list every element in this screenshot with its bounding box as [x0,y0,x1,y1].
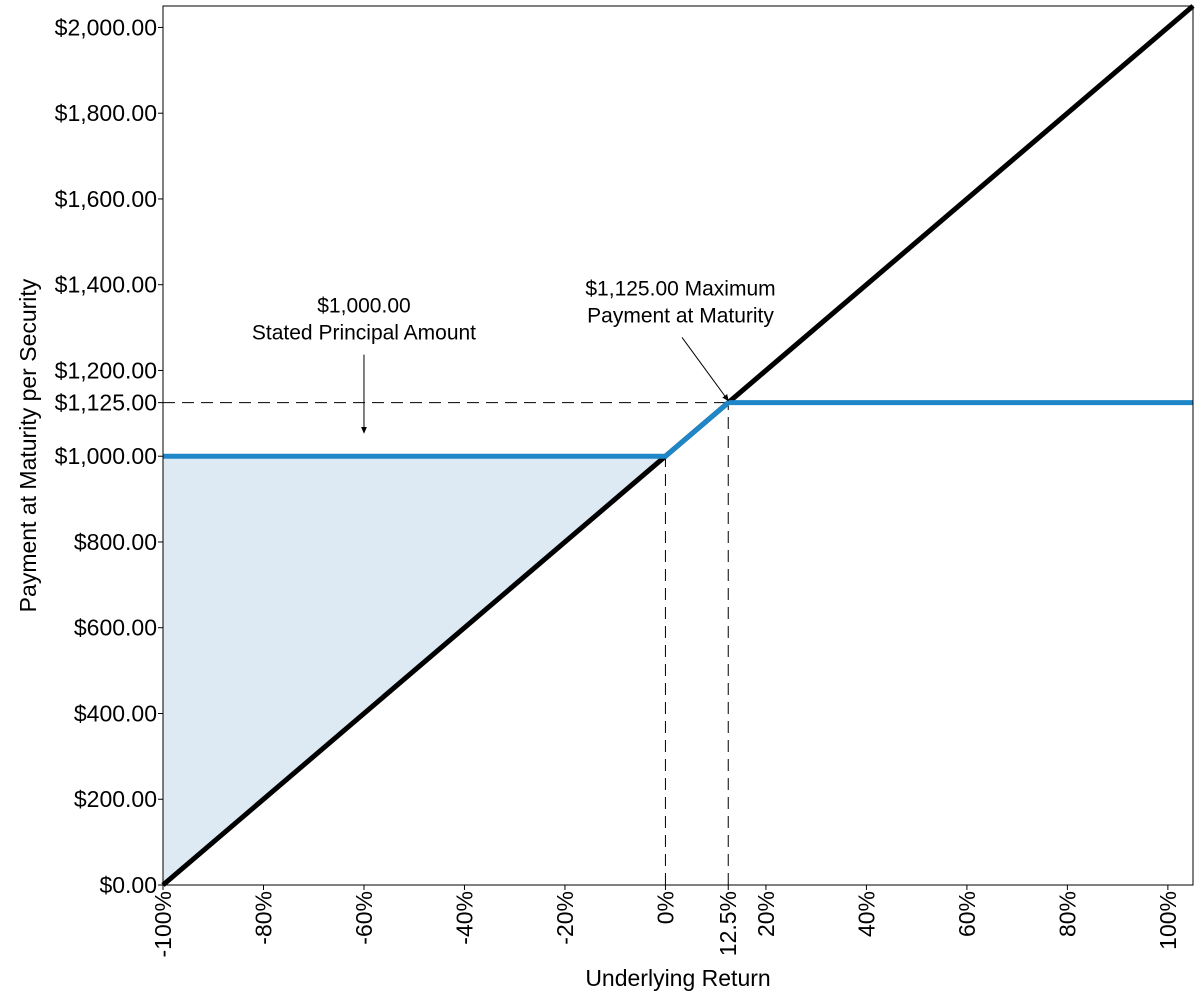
annotations-layer: $1,000.00 Stated Principal Amount $1,125.0… [252,277,776,434]
y-tick-label: $600.00 [74,615,157,641]
x-axis: -100% -80% -60% -40% -20% 0% 12.5% 20% 40% 60% 80%… [150,885,1181,957]
x-tick-label: -40% [451,891,477,945]
annotation-text-1: $1,000.00 Stated Principal Amount [252,295,476,345]
x-tick-label: -20% [552,891,578,945]
x-tick-label: -100% [150,891,176,957]
x-tick-label: 20% [753,891,779,937]
x-tick-label: -80% [250,891,276,945]
y-tick-label: $200.00 [74,786,157,812]
y-tick-label: $1,800.00 [55,100,157,126]
y-axis-title: Payment at Maturity per Security [15,278,41,612]
reference-lines-layer [163,402,729,885]
x-axis-title: Underlying Return [585,965,770,991]
x-tick-label: -60% [351,891,377,945]
x-tick-label: 0% [652,891,678,924]
y-tick-label: $0.00 [99,872,157,898]
x-tick-label: 80% [1054,891,1080,937]
annotation-line: $1,000.00 [317,295,410,318]
y-tick-label: $400.00 [74,700,157,726]
annotation-line: $1,125.00 Maximum [585,277,775,300]
y-tick-label: $2,000.00 [55,14,157,40]
x-tick-label: 40% [853,891,879,937]
y-tick-label: $1,400.00 [55,272,157,298]
y-axis: $0.00 $200.00 $400.00 $600.00 $800.00 $1,000.… [55,14,163,898]
y-tick-label: $1,600.00 [55,186,157,212]
y-tick-label: $800.00 [74,529,157,555]
series-layer [161,4,1195,887]
x-tick-label: 12.5% [715,891,741,956]
annotation-line: Payment at Maturity [587,304,774,327]
x-tick-label: 60% [954,891,980,937]
annotation-line: Stated Principal Amount [252,322,476,345]
plot-frame [162,5,1194,886]
y-tick-label: $1,200.00 [55,357,157,383]
annotation-arrow-2 [681,337,729,402]
annotation-text-2: $1,125.00 Maximum Payment at Maturity [585,277,775,327]
x-tick-label: 100% [1155,891,1181,950]
y-tick-label: $1,000.00 [55,443,157,469]
series-line-2 [163,400,1193,459]
y-tick-label: $1,125.00 [55,390,157,416]
